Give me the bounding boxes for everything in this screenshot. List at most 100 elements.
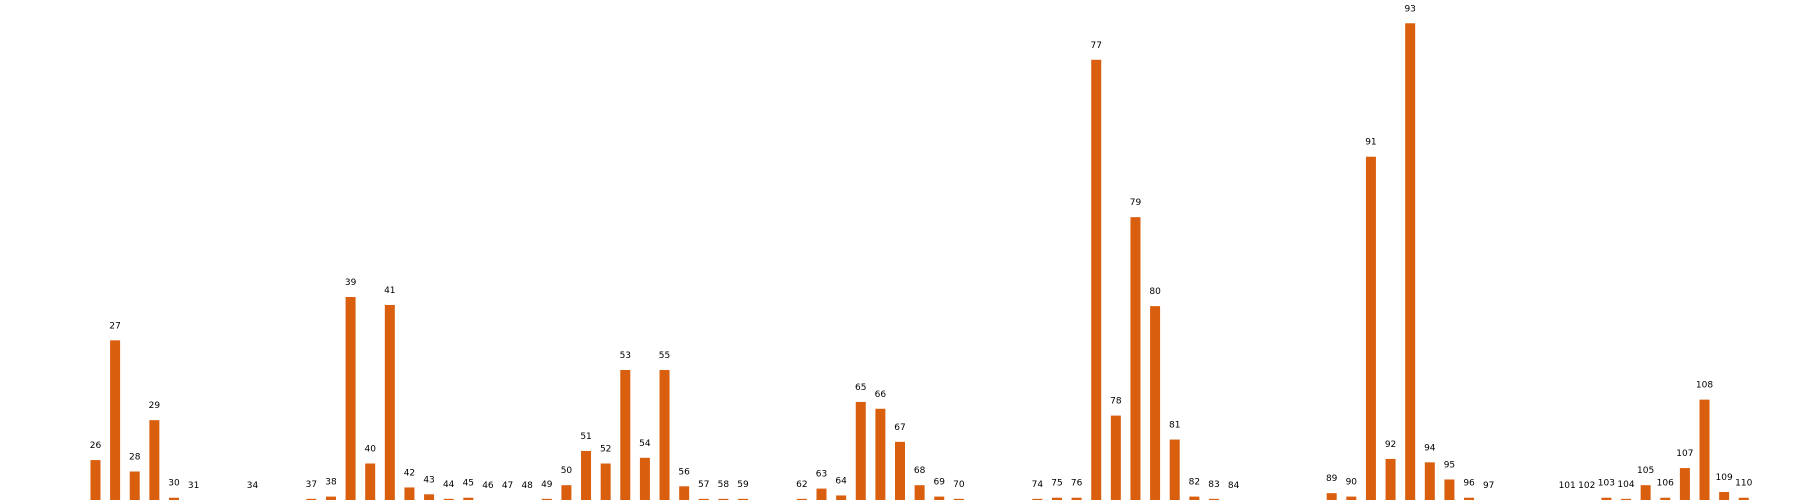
bar-label-29: 29: [149, 401, 161, 411]
bar-label-92: 92: [1385, 440, 1396, 450]
bar-label-84: 84: [1228, 481, 1240, 491]
bar-label-63: 63: [816, 470, 827, 480]
bar-65: [855, 401, 866, 500]
bar-95: [1444, 479, 1455, 500]
bar-label-69: 69: [934, 478, 946, 488]
bar-93: [1405, 23, 1416, 500]
bar-label-31: 31: [188, 481, 199, 491]
bar-27: [110, 340, 121, 500]
bar-label-62: 62: [796, 480, 807, 490]
bar-label-57: 57: [698, 480, 709, 490]
bars-group: [90, 23, 1749, 500]
bar-label-68: 68: [914, 466, 926, 476]
bar-64: [836, 495, 847, 500]
bar-label-43: 43: [423, 475, 434, 485]
bar-40: [365, 463, 376, 500]
bar-label-96: 96: [1463, 479, 1475, 489]
bar-52: [600, 463, 611, 500]
bar-92: [1385, 458, 1396, 500]
bar-57: [698, 498, 709, 500]
bar-50: [561, 485, 572, 500]
bar-label-65: 65: [855, 383, 866, 393]
bar-label-102: 102: [1578, 481, 1595, 491]
bar-58: [718, 498, 729, 500]
bar-26: [90, 460, 101, 500]
bar-label-108: 108: [1696, 381, 1713, 391]
bar-label-53: 53: [620, 351, 631, 361]
bar-label-45: 45: [463, 479, 474, 489]
bar-label-44: 44: [443, 480, 455, 490]
bar-label-26: 26: [90, 441, 102, 451]
bar-78: [1110, 415, 1121, 500]
bar-label-48: 48: [521, 481, 533, 491]
bar-108: [1699, 399, 1710, 500]
bar-label-89: 89: [1326, 474, 1338, 484]
bar-label-107: 107: [1676, 449, 1693, 459]
bar-label-52: 52: [600, 445, 611, 455]
bar-38: [325, 496, 336, 500]
bar-30: [168, 497, 179, 500]
bar-66: [875, 408, 886, 500]
bar-70: [953, 498, 964, 500]
bar-label-38: 38: [325, 478, 337, 488]
bar-label-101: 101: [1559, 481, 1576, 491]
bar-91: [1365, 156, 1376, 500]
bar-label-76: 76: [1071, 479, 1083, 489]
bar-label-78: 78: [1110, 397, 1122, 407]
bar-77: [1091, 59, 1102, 500]
bar-label-97: 97: [1483, 481, 1494, 491]
bar-label-47: 47: [502, 481, 513, 491]
bar-label-55: 55: [659, 351, 670, 361]
bar-label-103: 103: [1598, 479, 1615, 489]
bar-56: [679, 486, 690, 500]
bar-label-74: 74: [1032, 480, 1044, 490]
bar-label-58: 58: [718, 480, 730, 490]
bar-106: [1660, 497, 1671, 500]
bar-67: [895, 441, 905, 500]
bar-94: [1424, 462, 1435, 500]
bar-label-80: 80: [1149, 287, 1161, 297]
bar-label-40: 40: [364, 445, 376, 455]
bar-label-77: 77: [1090, 41, 1101, 51]
bar-76: [1071, 497, 1082, 500]
bar-label-51: 51: [580, 432, 591, 442]
bar-label-49: 49: [541, 480, 553, 490]
bar-75: [1051, 497, 1062, 500]
bar-103: [1601, 497, 1612, 500]
bar-62: [796, 498, 807, 500]
bar-label-41: 41: [384, 286, 395, 296]
bar-label-67: 67: [894, 423, 905, 433]
bar-label-75: 75: [1051, 479, 1062, 489]
bar-80: [1150, 306, 1161, 500]
bar-label-90: 90: [1346, 478, 1358, 488]
bar-label-59: 59: [737, 480, 749, 490]
bar-label-56: 56: [678, 467, 690, 477]
bar-107: [1679, 468, 1690, 500]
bar-53: [620, 369, 631, 500]
bar-69: [934, 496, 945, 500]
bar-51: [581, 450, 592, 500]
bar-label-93: 93: [1404, 4, 1415, 14]
bar-49: [541, 498, 552, 500]
bar-43: [424, 494, 435, 500]
bar-label-104: 104: [1617, 480, 1634, 490]
bar-68: [914, 485, 925, 500]
bar-label-83: 83: [1208, 480, 1219, 490]
bar-105: [1640, 485, 1651, 500]
bar-90: [1346, 496, 1357, 500]
bar-label-70: 70: [953, 480, 965, 490]
bar-104: [1621, 498, 1632, 500]
bar-81: [1169, 439, 1180, 500]
bar-label-37: 37: [306, 480, 317, 490]
bar-45: [463, 497, 474, 500]
bar-59: [738, 498, 749, 500]
bar-54: [639, 457, 650, 500]
bar-label-39: 39: [345, 278, 357, 288]
bar-83: [1208, 498, 1219, 500]
bar-89: [1326, 493, 1337, 500]
bar-label-27: 27: [109, 321, 120, 331]
bar-82: [1189, 496, 1200, 500]
bar-label-91: 91: [1365, 138, 1376, 148]
bar-label-95: 95: [1444, 460, 1455, 470]
